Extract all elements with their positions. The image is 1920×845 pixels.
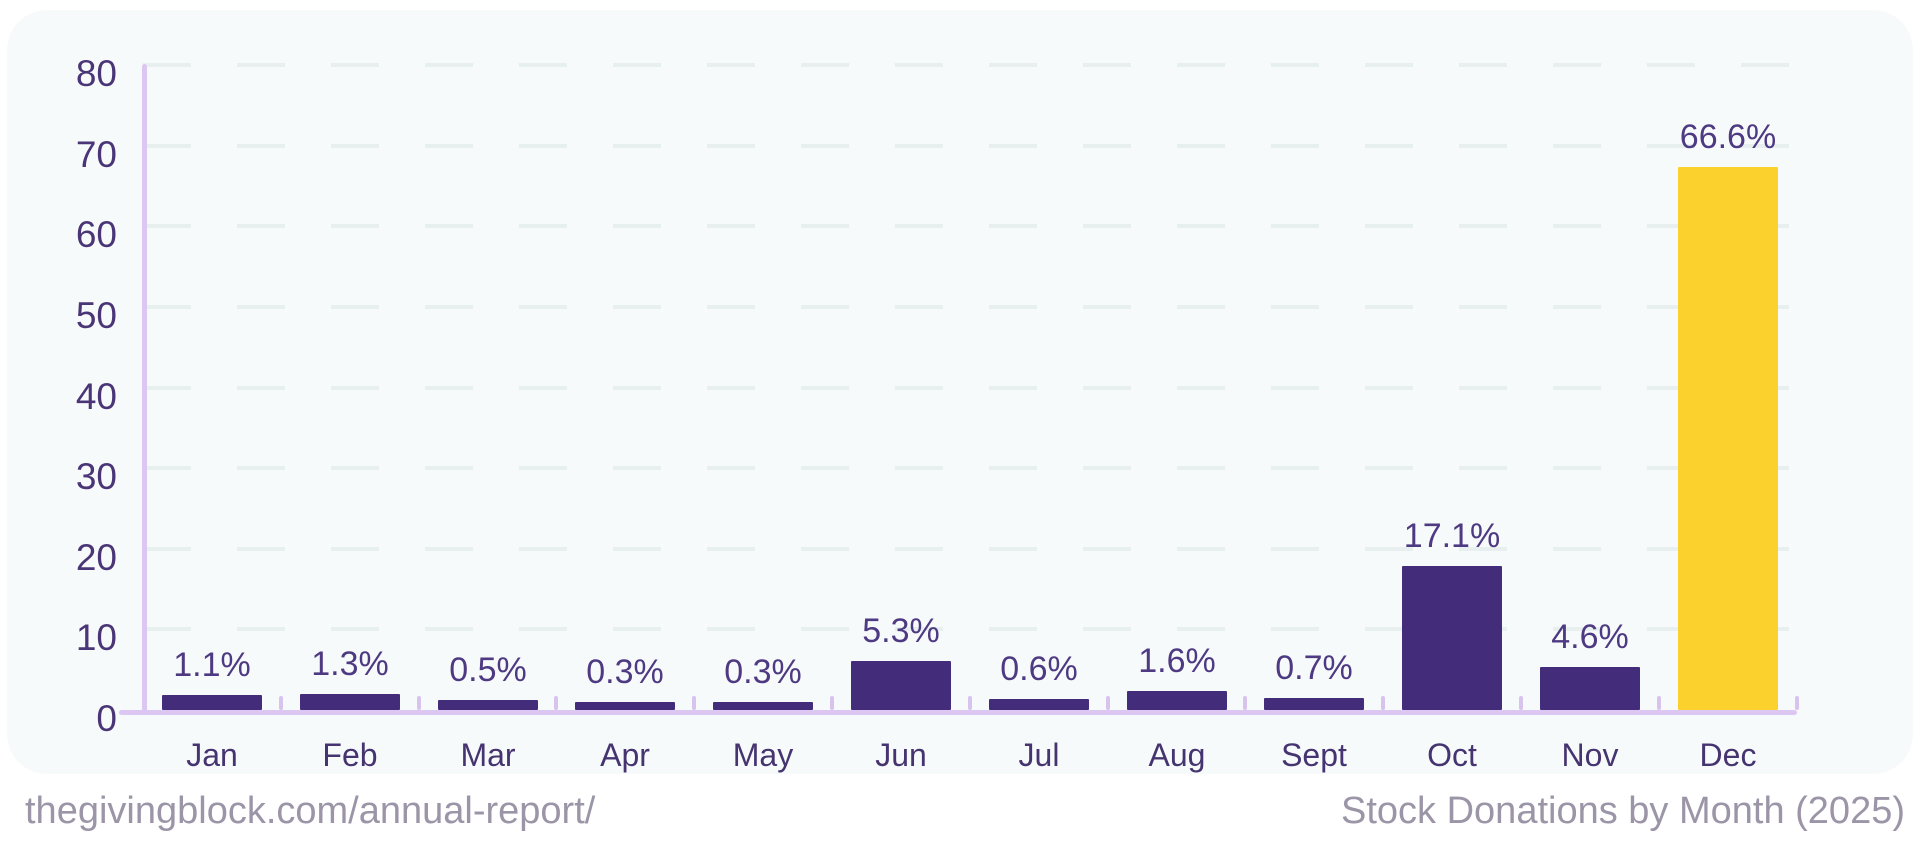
chart-caption: Stock Donations by Month (2025) bbox=[1341, 790, 1905, 832]
bar-aug bbox=[1127, 691, 1227, 710]
bar-value-label-jun: 5.3% bbox=[862, 612, 940, 650]
x-axis-line bbox=[119, 710, 1797, 715]
bar-value-label-sept: 0.7% bbox=[1275, 649, 1353, 687]
bar-may bbox=[713, 702, 813, 710]
y-axis-line bbox=[142, 64, 147, 715]
x-tick-11 bbox=[1657, 696, 1661, 710]
gridline-10 bbox=[143, 627, 1797, 632]
bar-value-label-jul: 0.6% bbox=[1000, 650, 1078, 688]
y-tick-label-40: 40 bbox=[75, 375, 117, 417]
bar-value-label-mar: 0.5% bbox=[449, 651, 527, 689]
y-tick-label-60: 60 bbox=[75, 214, 117, 256]
x-tick-7 bbox=[1106, 696, 1110, 710]
bar-nov bbox=[1540, 667, 1640, 710]
x-tick-10 bbox=[1519, 696, 1523, 710]
gridline-60 bbox=[143, 224, 1797, 229]
bar-value-label-aug: 1.6% bbox=[1138, 642, 1216, 680]
y-tick-label-70: 70 bbox=[75, 133, 117, 175]
bar-value-label-oct: 17.1% bbox=[1403, 517, 1501, 555]
gridline-20 bbox=[143, 546, 1797, 551]
y-tick-label-10: 10 bbox=[75, 617, 117, 659]
gridline-80 bbox=[143, 63, 1797, 67]
bar-apr bbox=[575, 702, 675, 710]
x-tick-9 bbox=[1381, 696, 1385, 710]
y-tick-label-80: 80 bbox=[75, 53, 117, 94]
x-tick-3 bbox=[554, 696, 558, 710]
x-tick-1 bbox=[279, 696, 283, 710]
month-label-may: May bbox=[732, 737, 794, 773]
month-label-nov: Nov bbox=[1561, 737, 1619, 773]
bar-oct bbox=[1402, 566, 1502, 710]
bar-value-label-jan: 1.1% bbox=[173, 646, 251, 684]
x-tick-6 bbox=[968, 696, 972, 710]
bar-jun bbox=[851, 661, 951, 710]
source-url: thegivingblock.com/annual-report/ bbox=[25, 790, 596, 832]
month-label-jan: Jan bbox=[186, 737, 238, 773]
month-label-jun: Jun bbox=[875, 737, 927, 773]
bar-sept bbox=[1264, 698, 1364, 710]
y-tick-label-30: 30 bbox=[75, 456, 117, 498]
y-tick-label-0: 0 bbox=[96, 698, 117, 739]
chart-card: 0 10 20 30 40 50 60 70 80 1.1% 1.3% 0.5% 0.3% 0.3% 5.… bbox=[7, 10, 1913, 774]
month-label-sept: Sept bbox=[1281, 737, 1347, 773]
bar-dec bbox=[1678, 167, 1778, 710]
gridline-50 bbox=[143, 304, 1797, 309]
x-tick-12 bbox=[1795, 696, 1799, 710]
y-tick-label-50: 50 bbox=[75, 294, 117, 336]
month-label-oct: Oct bbox=[1427, 737, 1477, 773]
month-label-apr: Apr bbox=[600, 737, 650, 773]
month-label-aug: Aug bbox=[1148, 737, 1206, 773]
bar-value-label-dec: 66.6% bbox=[1679, 118, 1777, 156]
month-label-feb: Feb bbox=[322, 737, 378, 773]
x-tick-2 bbox=[417, 696, 421, 710]
bar-mar bbox=[438, 700, 538, 710]
gridline-40 bbox=[143, 385, 1797, 390]
y-tick-label-20: 20 bbox=[75, 536, 117, 578]
month-label-dec: Dec bbox=[1699, 737, 1757, 773]
bar-feb bbox=[300, 694, 400, 710]
x-tick-5 bbox=[830, 696, 834, 710]
x-tick-4 bbox=[692, 696, 696, 710]
bar-value-label-feb: 1.3% bbox=[311, 645, 389, 683]
x-tick-8 bbox=[1243, 696, 1247, 710]
bar-value-label-may: 0.3% bbox=[724, 653, 802, 691]
bar-jul bbox=[989, 699, 1089, 710]
bar-value-label-nov: 4.6% bbox=[1551, 618, 1629, 656]
month-label-jul: Jul bbox=[1018, 737, 1060, 773]
gridline-70 bbox=[143, 143, 1797, 148]
month-label-mar: Mar bbox=[460, 737, 516, 773]
bar-jan bbox=[162, 695, 262, 710]
gridline-30 bbox=[143, 466, 1797, 471]
bar-value-label-apr: 0.3% bbox=[586, 653, 664, 691]
footer: thegivingblock.com/annual-report/ Stock … bbox=[0, 788, 1920, 834]
